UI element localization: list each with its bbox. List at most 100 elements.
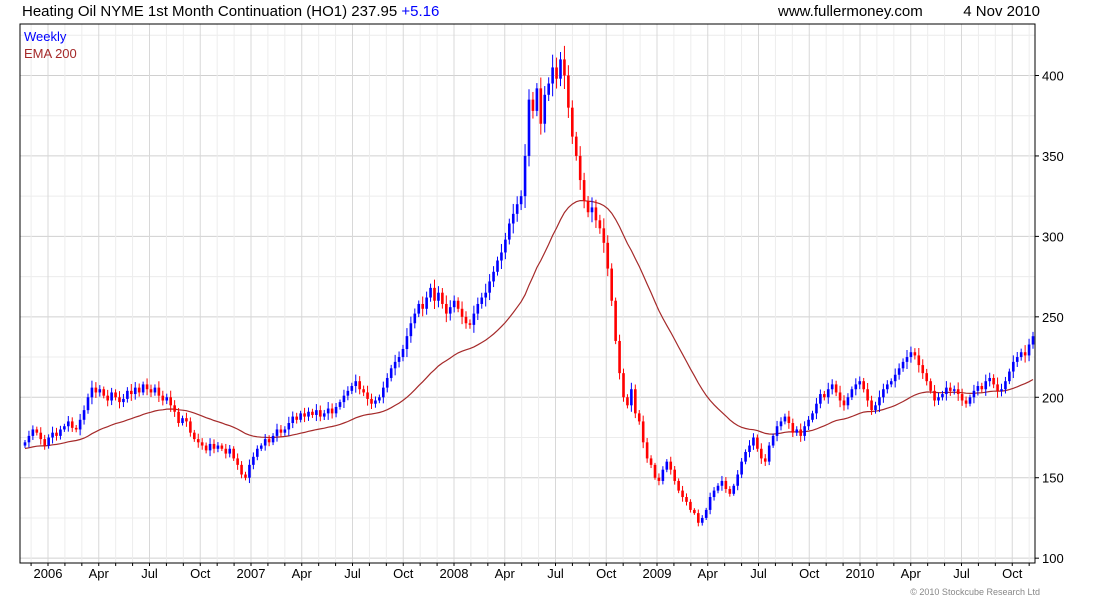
candle-body bbox=[771, 435, 775, 446]
title-text: Heating Oil NYME 1st Month Continuation … bbox=[22, 3, 397, 20]
candle-body bbox=[330, 408, 334, 414]
candle-body bbox=[468, 323, 472, 325]
candle-body bbox=[303, 413, 306, 417]
candle-body bbox=[634, 389, 637, 414]
ema-200-line bbox=[24, 199, 1034, 450]
candle-body bbox=[409, 323, 413, 337]
candle-body bbox=[886, 384, 889, 390]
candle-body bbox=[102, 389, 106, 396]
candle-body bbox=[626, 397, 629, 406]
candle-body bbox=[787, 416, 791, 424]
candle-body bbox=[1000, 389, 1003, 391]
candle-body bbox=[567, 75, 570, 108]
chart-title: Heating Oil NYME 1st Month Continuation … bbox=[22, 3, 439, 20]
candle-body bbox=[110, 392, 113, 401]
candle-body bbox=[834, 384, 838, 393]
candle-body bbox=[807, 419, 810, 427]
candle-body bbox=[622, 373, 625, 398]
x-tick-label: Apr bbox=[698, 566, 719, 581]
candle-body bbox=[374, 400, 377, 404]
candle-body bbox=[433, 287, 436, 301]
x-tick-label: Oct bbox=[799, 566, 820, 581]
candle-body bbox=[307, 411, 310, 417]
candle-body bbox=[1019, 352, 1023, 358]
candle-body bbox=[480, 297, 484, 304]
x-tick-label: Jul bbox=[344, 566, 361, 581]
candle-body bbox=[641, 421, 645, 443]
candle-body bbox=[338, 402, 342, 407]
candle-body bbox=[362, 389, 365, 393]
candle-body bbox=[212, 443, 216, 449]
candle-body bbox=[732, 485, 736, 494]
candle-body bbox=[665, 461, 669, 470]
candle-body bbox=[256, 448, 259, 457]
candle-body bbox=[519, 196, 523, 205]
candle-body bbox=[196, 439, 200, 443]
candle-body bbox=[811, 413, 814, 420]
candles-layer bbox=[23, 45, 1035, 527]
candle-body bbox=[86, 397, 90, 411]
candle-body bbox=[586, 200, 590, 213]
candle-body bbox=[342, 395, 346, 403]
candle-body bbox=[578, 155, 582, 181]
candle-body bbox=[122, 398, 125, 403]
candle-body bbox=[689, 501, 692, 510]
candle-body bbox=[224, 448, 228, 454]
candle-body bbox=[976, 386, 980, 391]
axes: 2006 Apr Jul Oct 2007 Apr Jul Oct 2008 Apr Jul Oct 2… bbox=[30, 68, 1064, 581]
ema-layer bbox=[24, 199, 1034, 450]
candle-body bbox=[724, 480, 728, 489]
x-tick-label: 2007 bbox=[237, 566, 266, 581]
candle-body bbox=[551, 67, 554, 84]
candle-body bbox=[716, 485, 720, 491]
candle-body bbox=[941, 394, 944, 398]
candle-body bbox=[236, 458, 239, 465]
candle-body bbox=[610, 268, 613, 301]
candle-body bbox=[322, 413, 326, 417]
candle-body bbox=[740, 461, 743, 475]
plot-frame bbox=[19, 23, 1036, 564]
candle-body bbox=[752, 437, 755, 446]
candle-body bbox=[799, 429, 802, 436]
candle-body bbox=[67, 421, 70, 427]
candle-body bbox=[697, 513, 700, 523]
candle-body bbox=[858, 381, 862, 385]
y-tick-label: 250 bbox=[1042, 310, 1064, 325]
candle-body bbox=[94, 387, 98, 393]
candle-body bbox=[204, 445, 208, 451]
candle-body bbox=[728, 488, 732, 494]
candle-body bbox=[149, 389, 153, 393]
candle-body bbox=[543, 94, 547, 124]
candle-body bbox=[354, 381, 358, 387]
candle-body bbox=[823, 394, 826, 398]
candle-body bbox=[897, 368, 901, 375]
candle-body bbox=[748, 445, 751, 452]
candle-body bbox=[287, 423, 291, 430]
candle-body bbox=[452, 300, 456, 308]
candle-body bbox=[295, 416, 298, 420]
candle-body bbox=[819, 394, 822, 404]
candle-body bbox=[126, 390, 129, 399]
x-tick-label: Oct bbox=[1002, 566, 1023, 581]
x-tick-label: Oct bbox=[190, 566, 211, 581]
candle-body bbox=[334, 406, 338, 414]
price-change: +5.16 bbox=[401, 3, 439, 20]
candle-body bbox=[425, 297, 428, 309]
candle-body bbox=[795, 429, 799, 433]
candle-body bbox=[82, 410, 86, 420]
candle-body bbox=[500, 252, 503, 261]
candle-body bbox=[55, 432, 58, 436]
candle-body bbox=[657, 477, 661, 481]
candle-body bbox=[893, 374, 897, 382]
x-tick-label: Apr bbox=[901, 566, 922, 581]
candle-body bbox=[905, 357, 909, 362]
candle-body bbox=[299, 413, 302, 420]
candle-body bbox=[763, 458, 767, 462]
candle-body bbox=[606, 242, 610, 269]
candle-body bbox=[193, 432, 196, 440]
candle-body bbox=[421, 303, 424, 309]
candle-body bbox=[248, 464, 251, 478]
x-tick-label: 2006 bbox=[34, 566, 63, 581]
candle-body bbox=[315, 410, 318, 415]
y-tick-label: 350 bbox=[1042, 149, 1064, 164]
